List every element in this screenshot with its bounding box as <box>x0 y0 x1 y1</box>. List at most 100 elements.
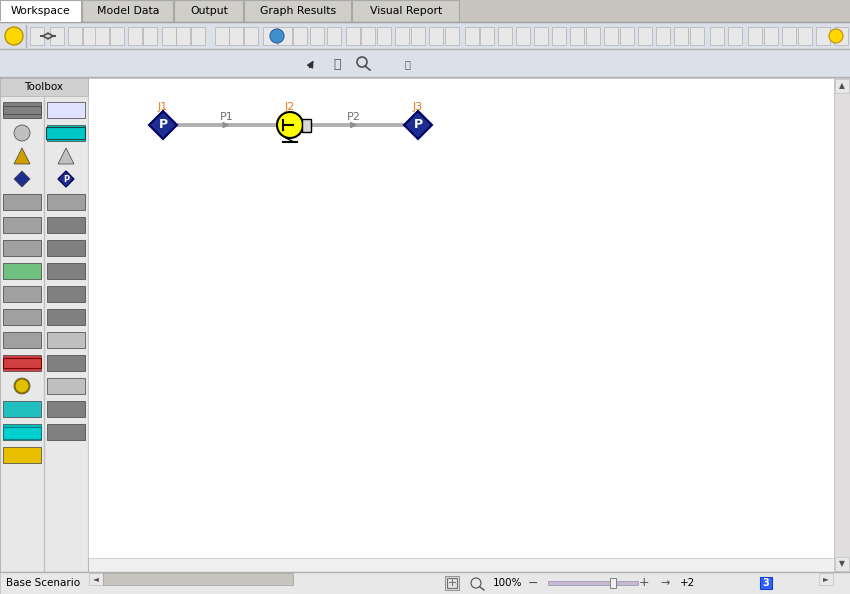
Circle shape <box>270 29 284 43</box>
Bar <box>128 27 142 45</box>
Bar <box>244 27 258 45</box>
Bar <box>724 55 740 73</box>
Bar <box>3 447 41 463</box>
Text: Graph Results: Graph Results <box>260 6 336 16</box>
Bar <box>228 55 244 73</box>
Bar <box>140 55 156 73</box>
Bar <box>306 55 322 73</box>
Text: J1: J1 <box>158 102 168 112</box>
Bar <box>47 286 85 302</box>
Bar <box>215 27 229 45</box>
Bar <box>400 55 416 73</box>
Bar <box>438 55 454 73</box>
Bar <box>570 27 584 45</box>
Bar <box>620 27 634 45</box>
Bar <box>47 240 85 256</box>
Bar <box>175 55 191 73</box>
Bar <box>0 50 850 78</box>
Text: P: P <box>413 118 422 131</box>
Bar <box>710 27 724 45</box>
Text: P2: P2 <box>347 112 361 122</box>
Bar <box>411 27 425 45</box>
Bar <box>345 55 361 73</box>
Bar <box>586 27 600 45</box>
Circle shape <box>829 29 843 43</box>
Bar <box>798 27 812 45</box>
Text: J2: J2 <box>285 102 295 112</box>
Bar <box>420 55 436 73</box>
Text: P: P <box>63 175 69 184</box>
Text: Model Data: Model Data <box>97 6 159 16</box>
Bar <box>656 27 670 45</box>
Bar <box>325 55 341 73</box>
Bar <box>498 27 512 45</box>
Bar <box>834 27 848 45</box>
Bar <box>748 27 762 45</box>
Text: J3: J3 <box>413 102 423 112</box>
Bar <box>465 27 479 45</box>
Bar <box>445 576 459 590</box>
Bar <box>447 578 457 588</box>
Bar <box>764 27 778 45</box>
Text: Toolbox: Toolbox <box>25 82 64 92</box>
Bar <box>688 55 704 73</box>
Bar <box>310 27 324 45</box>
Bar <box>82 0 173 22</box>
Bar <box>814 55 830 73</box>
Bar <box>162 27 176 45</box>
Bar <box>47 332 85 348</box>
Bar <box>47 125 85 141</box>
Bar <box>728 27 742 45</box>
Bar <box>548 581 638 585</box>
Bar <box>3 194 41 210</box>
Bar <box>3 309 41 325</box>
Bar <box>604 27 618 45</box>
Text: ▲: ▲ <box>839 81 845 90</box>
Bar <box>0 78 88 96</box>
Bar <box>88 78 834 558</box>
Bar <box>244 0 351 22</box>
Bar <box>626 55 642 73</box>
Bar <box>95 27 109 45</box>
Bar <box>84 55 100 73</box>
Polygon shape <box>58 171 74 187</box>
Bar <box>3 401 41 417</box>
Bar <box>288 55 304 73</box>
Bar <box>229 27 243 45</box>
Bar <box>47 102 85 118</box>
Bar <box>3 106 41 114</box>
Text: 3: 3 <box>762 578 769 588</box>
Bar <box>516 27 530 45</box>
Bar <box>3 358 41 368</box>
Polygon shape <box>404 111 432 139</box>
Polygon shape <box>14 171 30 187</box>
Bar <box>3 102 41 118</box>
Bar <box>47 355 85 371</box>
Bar <box>516 55 532 73</box>
Bar <box>668 55 684 73</box>
Bar <box>246 55 262 73</box>
Polygon shape <box>58 171 74 187</box>
Circle shape <box>15 379 29 393</box>
Text: −: − <box>528 577 538 589</box>
Bar <box>263 27 277 45</box>
Text: Visual Report: Visual Report <box>370 6 442 16</box>
Text: →: → <box>660 578 669 588</box>
Bar <box>760 55 776 73</box>
Bar <box>568 55 584 73</box>
Bar <box>3 424 41 440</box>
Bar <box>638 27 652 45</box>
Bar <box>445 27 459 45</box>
Circle shape <box>14 125 30 141</box>
Text: ✋: ✋ <box>333 58 341 71</box>
Text: ►: ► <box>823 574 829 583</box>
Bar <box>3 286 41 302</box>
Text: P: P <box>158 118 167 131</box>
Bar <box>480 27 494 45</box>
Bar <box>608 55 624 73</box>
Text: P1: P1 <box>219 112 234 122</box>
Bar <box>174 0 243 22</box>
Text: Base Scenario: Base Scenario <box>6 578 80 588</box>
Text: Workspace: Workspace <box>11 6 71 16</box>
Bar <box>534 55 550 73</box>
